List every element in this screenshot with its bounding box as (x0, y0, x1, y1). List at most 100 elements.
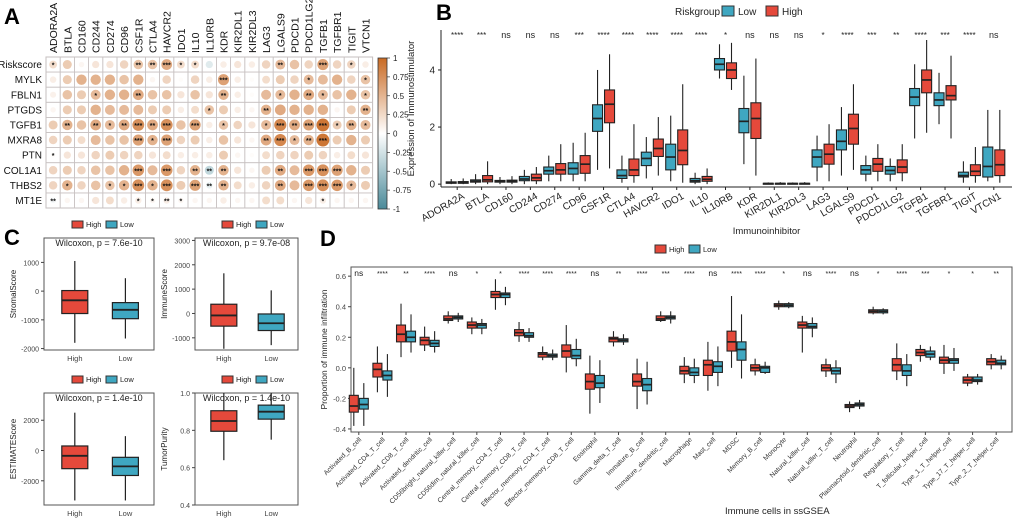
correlation-dot (62, 180, 73, 191)
correlation-dot (204, 165, 214, 175)
correlation-dot (176, 135, 186, 145)
significance-label: **** (637, 271, 648, 278)
correlation-dot (275, 59, 286, 70)
box (61, 289, 89, 315)
correlation-dot (360, 74, 371, 85)
correlation-dot (90, 74, 101, 85)
x-tick-label: Activated_B_cell (323, 436, 364, 477)
correlation-dot (64, 197, 71, 204)
significance-mark: ** (121, 123, 127, 130)
legend-label: High (782, 7, 803, 18)
y-axis-title: ImmuneScore (160, 269, 169, 319)
correlation-dot (319, 197, 327, 204)
y-tick-label: 0.4 (336, 303, 346, 312)
significance-mark: * (151, 183, 154, 190)
correlation-dot (147, 134, 158, 146)
correlation-dot (360, 165, 371, 175)
correlation-dot (120, 197, 128, 204)
subplot-frame (194, 237, 299, 351)
correlation-dot (291, 197, 298, 204)
correlation-dot (348, 197, 355, 204)
correlation-dot (331, 179, 343, 192)
significance-mark: * (336, 123, 339, 130)
column-label: HAVCR2 (162, 11, 174, 53)
correlation-dot (317, 74, 328, 85)
correlation-dot (275, 89, 286, 100)
significance-mark: * (66, 183, 69, 190)
correlation-dot (206, 151, 213, 159)
legend-label: Low (738, 7, 757, 18)
significance-label: * (475, 271, 478, 278)
y-tick-label: 0 (186, 311, 190, 318)
significance-mark: ** (93, 123, 99, 130)
correlation-dot (218, 105, 229, 115)
significance-label: ns (590, 268, 599, 278)
significance-mark: *** (305, 123, 313, 130)
significance-mark: *** (305, 183, 313, 190)
y-tick-label: -1000 (172, 336, 190, 343)
correlation-dot (161, 59, 173, 70)
correlation-dot (346, 119, 357, 131)
column-label: TIGIT (346, 26, 358, 53)
correlation-dot (206, 76, 213, 83)
x-tick-label: Natural_killer_cell (769, 436, 812, 479)
correlation-dot (132, 179, 145, 192)
correlation-dot (249, 152, 255, 158)
legend-swatch (221, 375, 234, 384)
significance-mark: * (307, 78, 310, 85)
correlation-dot (332, 135, 342, 145)
y-tick-label: -2000 (21, 479, 39, 486)
colorbar-tick-label: -1 (393, 205, 401, 214)
correlation-dot (62, 75, 72, 85)
correlation-dot (360, 89, 371, 100)
legend-swatch (105, 375, 118, 384)
legend-label: Low (270, 220, 284, 229)
x-tick-label: IDO1 (661, 191, 687, 212)
column-label: CD160 (77, 20, 89, 53)
significance-label: **** (825, 271, 836, 278)
correlation-dot (63, 151, 71, 159)
box (677, 129, 689, 166)
column-label: ADORA2A (48, 3, 60, 53)
correlation-dot (305, 196, 313, 205)
box (482, 175, 494, 183)
heatmap-cell (357, 192, 373, 209)
row-label: TGFB1 (10, 120, 43, 131)
significance-mark: *** (219, 78, 227, 85)
legend-swatch (71, 220, 84, 229)
significance-label: ns (803, 268, 812, 278)
correlation-dot (218, 135, 229, 145)
correlation-dot (261, 165, 271, 175)
significance-mark: ** (207, 183, 213, 190)
y-tick-label: 0.6 (336, 272, 346, 281)
correlation-dot (206, 182, 213, 189)
correlation-dot (206, 197, 213, 204)
y-tick-label: 1000 (174, 287, 190, 294)
correlation-dot (119, 135, 129, 145)
correlation-dot (91, 150, 100, 160)
correlation-dot (189, 179, 201, 191)
significance-label: ns (850, 268, 859, 278)
correlation-dot (147, 89, 158, 100)
correlation-dot (76, 90, 87, 100)
correlation-dot (360, 180, 371, 190)
correlation-dot (262, 151, 271, 160)
significance-mark: * (364, 93, 367, 100)
correlation-dot (346, 89, 357, 100)
correlation-dot (90, 180, 101, 191)
correlation-dot (274, 179, 286, 191)
correlation-dot (276, 196, 285, 205)
x-tick-label: Low (119, 509, 133, 518)
correlation-dot (234, 60, 242, 69)
significance-mark: * (151, 138, 154, 145)
box (994, 149, 1006, 177)
box (348, 394, 359, 413)
legend-label: High (236, 375, 251, 384)
correlation-dot (191, 105, 200, 114)
y-tick-label: -0.2 (333, 394, 346, 403)
subplot-frame (43, 392, 155, 506)
significance-mark: *** (163, 183, 171, 190)
correlation-dot (176, 60, 185, 69)
panel-label-d: D (320, 226, 336, 251)
column-label: LAG3 (261, 26, 273, 53)
